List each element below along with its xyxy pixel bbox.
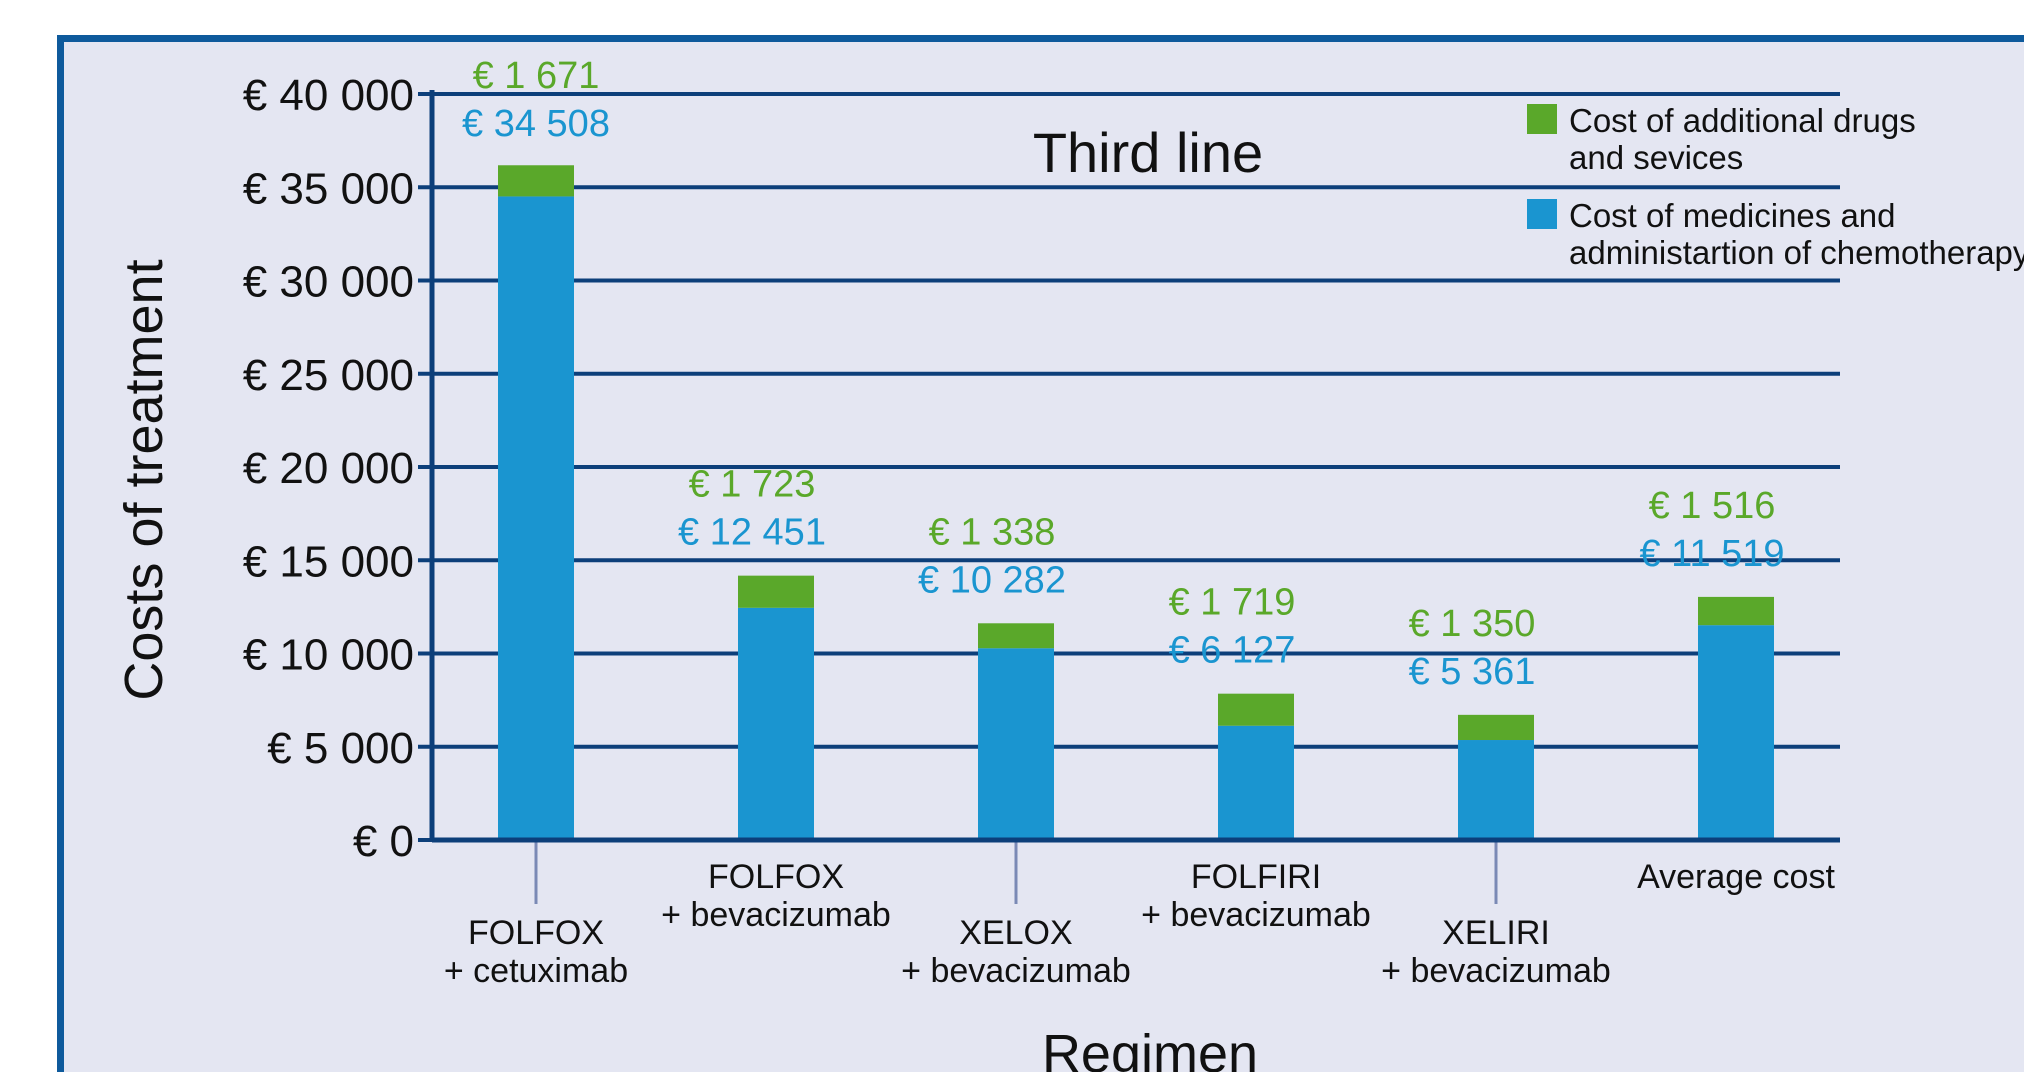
x-tick-label: XELOX	[959, 914, 1072, 952]
y-axis-title: Costs of treatment	[114, 259, 174, 700]
data-label-additional: € 1 350	[1409, 603, 1536, 645]
y-tick-label: € 30 000	[243, 258, 414, 307]
bar-additional	[738, 576, 814, 608]
bar-medicines	[1458, 740, 1534, 840]
data-label-additional: € 1 671	[473, 55, 600, 97]
bar-medicines	[978, 648, 1054, 840]
data-label-medicines: € 5 361	[1409, 651, 1536, 693]
x-tick-label: FOLFOX	[708, 858, 844, 896]
bar-medicines	[738, 608, 814, 840]
y-tick-label: € 20 000	[243, 444, 414, 493]
y-tick-label: € 35 000	[243, 164, 414, 213]
legend-label: Cost of medicines and	[1569, 197, 1896, 234]
y-tick-label: € 5 000	[267, 724, 414, 773]
frame-left-border	[57, 35, 64, 1072]
y-tick-label: € 25 000	[243, 351, 414, 400]
x-axis-title: Regimen	[1042, 1024, 1258, 1072]
legend-swatch	[1527, 199, 1557, 229]
x-tick-label: + bevacizumab	[1381, 952, 1611, 990]
bar-additional	[498, 165, 574, 196]
data-label-additional: € 1 516	[1649, 485, 1776, 527]
data-label-medicines: € 10 282	[918, 559, 1066, 601]
data-label-medicines: € 34 508	[462, 103, 610, 145]
bar-additional	[978, 623, 1054, 648]
data-label-additional: € 1 338	[929, 511, 1056, 553]
y-tick-label: € 10 000	[243, 631, 414, 680]
x-tick-label: XELIRI	[1442, 914, 1550, 952]
bar-medicines	[498, 196, 574, 840]
x-tick-label: Average cost	[1637, 858, 1835, 896]
bar-medicines	[1698, 625, 1774, 840]
data-label-medicines: € 11 519	[1639, 533, 1784, 575]
chart-title: Third line	[1033, 121, 1263, 184]
x-tick-label: + bevacizumab	[1141, 896, 1371, 934]
data-label-additional: € 1 719	[1169, 582, 1296, 624]
x-tick-label: + bevacizumab	[661, 896, 891, 934]
frame-top-border	[57, 35, 2024, 42]
data-label-medicines: € 12 451	[678, 512, 826, 554]
legend-label: Cost of additional drugs	[1569, 102, 1916, 139]
y-tick-label: € 40 000	[243, 71, 414, 120]
bar-additional	[1458, 715, 1534, 740]
x-tick-label: FOLFOX	[468, 914, 604, 952]
bar-additional	[1218, 694, 1294, 726]
data-label-medicines: € 6 127	[1169, 630, 1296, 672]
x-tick-label: + cetuximab	[444, 952, 628, 990]
x-tick-label: + bevacizumab	[901, 952, 1131, 990]
y-tick-label: € 0	[353, 817, 414, 866]
bar-medicines	[1218, 726, 1294, 840]
legend-label: and sevices	[1569, 139, 1743, 176]
x-tick-label: FOLFIRI	[1191, 858, 1321, 896]
legend-label: administartion of chemotherapy	[1569, 234, 2024, 271]
bar-additional	[1698, 597, 1774, 625]
data-label-additional: € 1 723	[689, 464, 816, 506]
y-tick-label: € 15 000	[243, 537, 414, 586]
legend-swatch	[1527, 104, 1557, 134]
